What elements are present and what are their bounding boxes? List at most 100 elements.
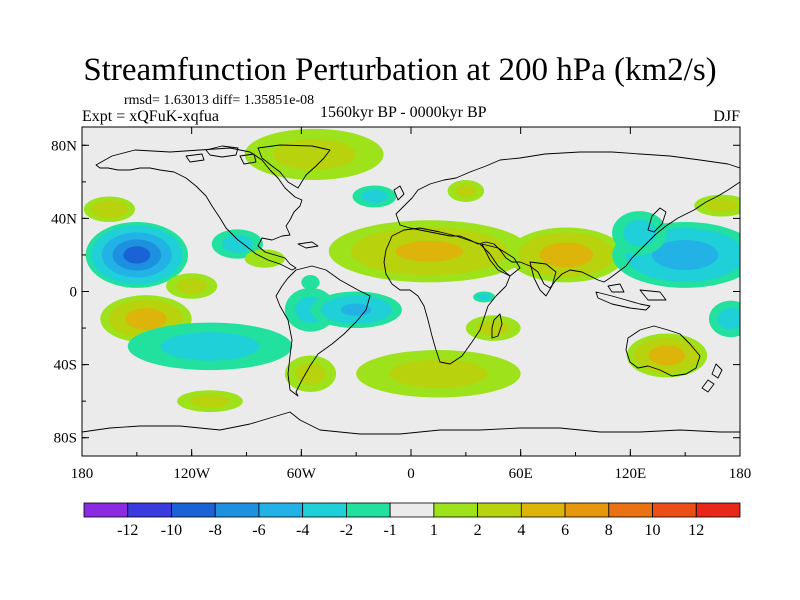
- colorbar-label: 6: [561, 522, 569, 539]
- contour-band: [623, 219, 656, 247]
- coast-indonesia: [595, 283, 667, 311]
- anomaly-cell: [694, 194, 740, 217]
- lat-tick-label: 80S: [54, 431, 77, 447]
- colorbar-swatch: [477, 502, 522, 518]
- anomaly-cell: [127, 322, 293, 371]
- lon-tick-label: 180: [729, 466, 752, 482]
- anomaly-cell: [626, 333, 708, 378]
- contour-band: [717, 307, 740, 330]
- anomaly-cell: [310, 291, 402, 329]
- contour-band: [91, 200, 128, 219]
- coast-japan: [647, 207, 667, 233]
- anomaly-cell: [177, 390, 243, 413]
- colorbar-label: 8: [605, 522, 613, 539]
- colorbar-label: -2: [340, 522, 353, 539]
- contour-band: [648, 345, 686, 366]
- anomaly-cell: [447, 180, 485, 202]
- contour-band: [454, 184, 477, 198]
- colorbar-swatch: [127, 502, 172, 518]
- colorbar-swatch: [389, 502, 435, 518]
- coast-india: [529, 261, 557, 297]
- coast-madagascar: [491, 313, 503, 339]
- coast-north-america: [95, 147, 303, 271]
- contour-band: [123, 246, 151, 264]
- anomaly-cell: [166, 273, 218, 299]
- experiment-label: Expt = xQFuK-xqfua: [82, 108, 220, 125]
- colorbar: -12 -10 -8 -6 -4 -2 -1 1 2 4 6 8 10 12: [83, 502, 741, 539]
- colorbar-label: -1: [383, 522, 396, 539]
- coast-australia: [625, 325, 701, 377]
- colorbar-label: -10: [161, 522, 182, 539]
- coastlines: [82, 144, 740, 435]
- lon-tick-label: 60E: [509, 466, 533, 482]
- contour-band: [176, 278, 208, 294]
- coast-caribbean: [297, 241, 319, 249]
- coast-africa: [383, 227, 511, 365]
- lat-tick-label: 80N: [51, 138, 77, 154]
- colorbar-swatch: [302, 502, 347, 518]
- colorbar-label: 10: [645, 522, 661, 539]
- anomaly-cell: [83, 196, 136, 223]
- rmsd-stats: rmsd= 1.63013 diff= 1.35851e-08: [124, 93, 315, 108]
- anomaly-cell: [352, 185, 397, 208]
- colorbar-swatch: [433, 502, 479, 518]
- colorbar-swatch: [171, 502, 216, 518]
- contour-band: [222, 235, 253, 253]
- colorbar-swatch: [652, 502, 697, 518]
- season-label: DJF: [713, 108, 740, 125]
- colorbar-label: 1: [430, 522, 438, 539]
- contour-band: [160, 332, 260, 361]
- contour-band: [539, 242, 593, 268]
- lon-tick-label: 120E: [614, 466, 646, 482]
- anomaly-cell: [284, 355, 337, 393]
- colorbar-swatch: [214, 502, 260, 518]
- anomaly-cell: [612, 211, 667, 255]
- anomaly-cell: [465, 315, 521, 341]
- anomaly-cell: [85, 222, 189, 288]
- lat-tick-label: 0: [70, 285, 78, 301]
- coast-eurasia: [395, 151, 740, 289]
- colorbar-swatch: [83, 502, 129, 518]
- lon-tick-label: 180: [71, 466, 94, 482]
- contour-band: [705, 199, 739, 213]
- anomaly-cell: [100, 295, 192, 343]
- anomaly-cell: [301, 275, 320, 290]
- coast-british-isles: [393, 185, 405, 201]
- coast-greenland: [257, 144, 331, 189]
- colorbar-label: -6: [252, 522, 265, 539]
- axes: 80N 40N 0 40S 80S 180 120W 60W 0 60E 120E 180: [51, 127, 751, 482]
- colorbar-label: -4: [296, 522, 309, 539]
- lat-tick-label: 40N: [51, 211, 77, 227]
- contour-band: [389, 359, 488, 389]
- colorbar-swatch: [520, 502, 566, 518]
- colorbar-swatch: [345, 502, 391, 518]
- map-title: Streamfunction Perturbation at 200 hPa (…: [83, 52, 717, 88]
- contour-band: [301, 275, 320, 290]
- contour-band: [125, 308, 167, 330]
- colorbar-label: 12: [688, 522, 704, 539]
- colorbar-swatch: [695, 502, 741, 518]
- colorbar-swatch: [564, 502, 610, 518]
- anomaly-cell: [507, 227, 625, 283]
- contour-band: [190, 394, 230, 408]
- colorbar-label: -12: [117, 522, 138, 539]
- coast-antarctica: [82, 411, 740, 435]
- colorbar-label: 4: [517, 522, 525, 539]
- coast-arabia: [481, 243, 521, 277]
- anomaly-cell: [211, 229, 263, 259]
- anomaly-cell: [356, 349, 521, 398]
- colorbar-label: 2: [474, 522, 482, 539]
- anomaly-cell: [473, 291, 496, 303]
- coast-south-america: [275, 265, 371, 397]
- colorbar-swatch: [608, 502, 653, 518]
- colorbar-swatch: [258, 502, 304, 518]
- contour-band: [477, 293, 491, 301]
- contour-band: [361, 189, 388, 204]
- contour-band: [272, 139, 356, 170]
- colorbar-label: -8: [209, 522, 222, 539]
- lon-tick-label: 60W: [287, 466, 317, 482]
- period-label: 1560kyr BP - 0000kyr BP: [320, 104, 487, 121]
- contour-band: [651, 239, 719, 270]
- anomaly-cell: [708, 300, 740, 338]
- anomaly-field: [83, 128, 740, 413]
